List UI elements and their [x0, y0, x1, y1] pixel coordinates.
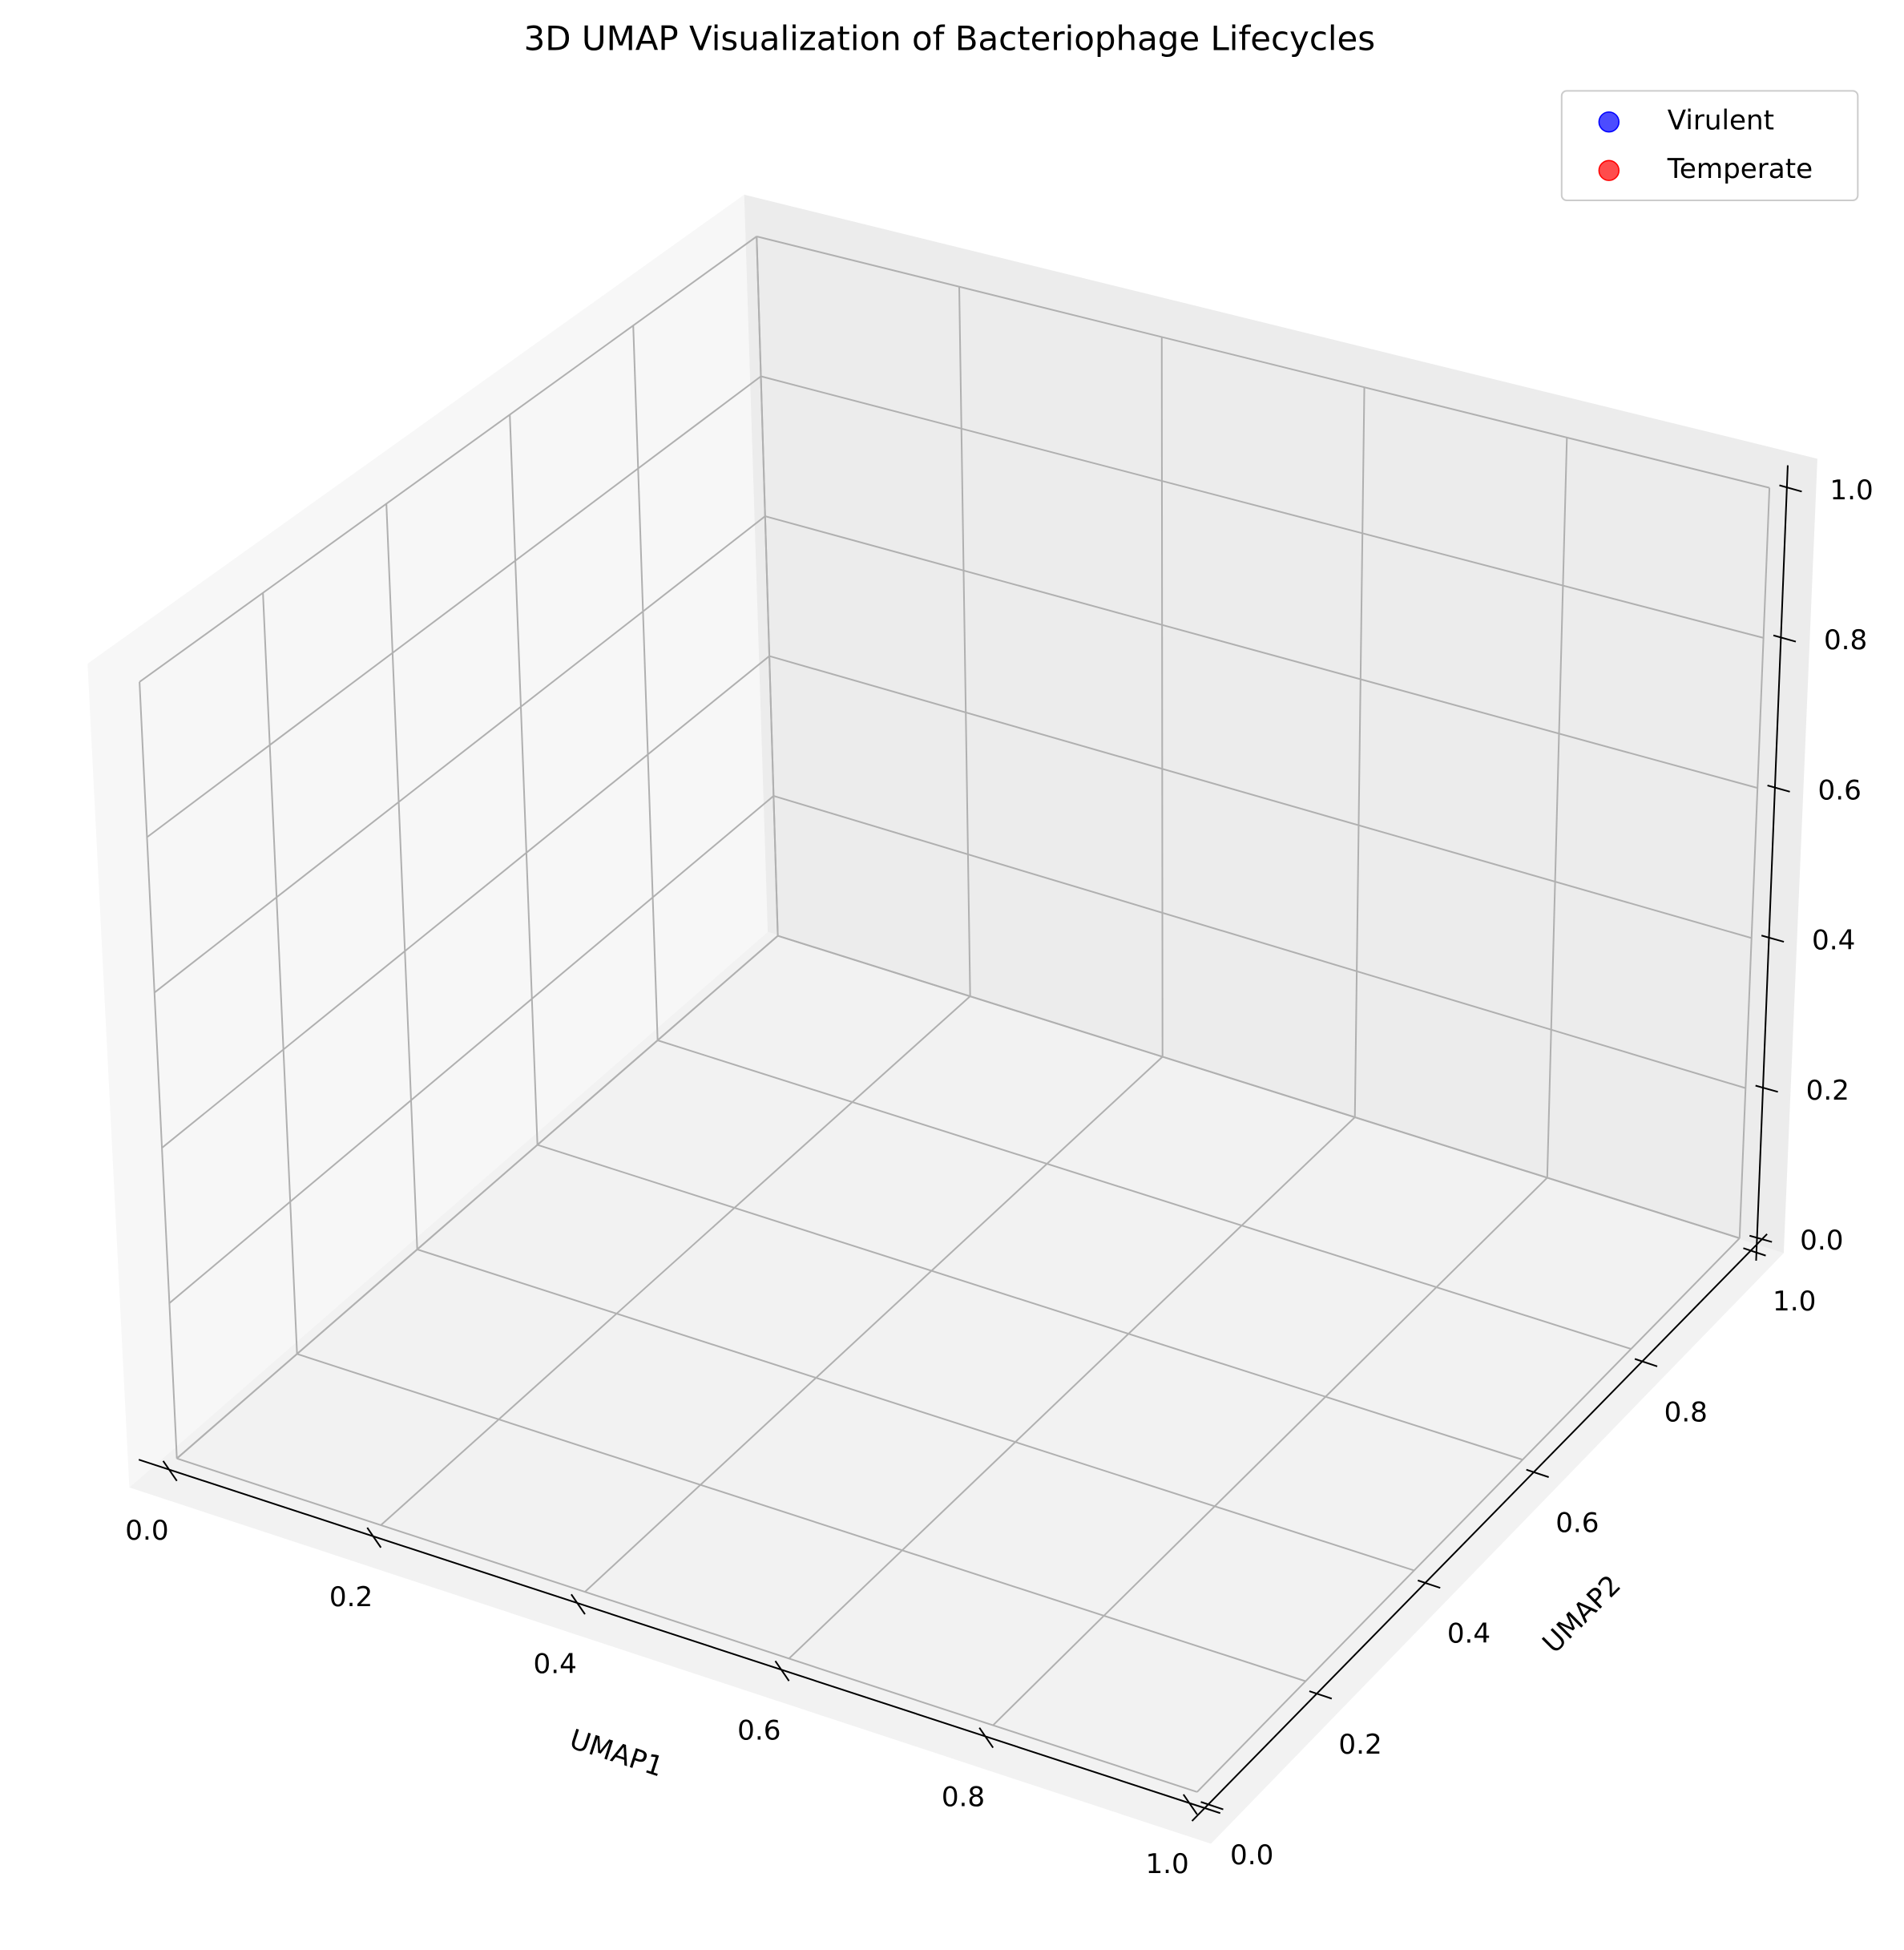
grid-line: [176, 935, 779, 1459]
tick-mark: [1526, 1468, 1549, 1478]
grid-line: [146, 375, 762, 838]
x-axis-line: [138, 1459, 1221, 1815]
legend-label: Temperate: [1667, 153, 1813, 185]
panes: [87, 194, 1817, 1844]
grid-line: [296, 1353, 1306, 1682]
grid-line: [537, 1144, 1523, 1461]
tick-label: 0.8: [942, 1782, 985, 1814]
legend-marker: [1598, 111, 1620, 133]
back-pane: [744, 194, 1817, 1254]
tick-label: 0.2: [1338, 1729, 1382, 1761]
tick-label: 1.0: [1145, 1848, 1188, 1880]
grid-line: [657, 1040, 1632, 1350]
tick-label: 0.6: [1555, 1507, 1599, 1539]
tick-mark: [1200, 1801, 1224, 1811]
grid-line: [756, 236, 779, 936]
chart-title: 3D UMAP Visualization of Bacteriophage L…: [524, 19, 1375, 59]
tick-label: 0.4: [1812, 925, 1855, 957]
grid-line: [380, 995, 971, 1526]
tick-label: 0.6: [1818, 774, 1862, 806]
legend-label: Virulent: [1668, 105, 1774, 137]
grid-line: [632, 325, 659, 1041]
tick-mark: [1182, 1794, 1198, 1815]
x-axis-label: UMAP1: [566, 1723, 668, 1783]
grid-line: [139, 236, 757, 683]
tick-mark: [1755, 1084, 1778, 1093]
grid-line: [1738, 487, 1771, 1238]
z-axis-line: [1755, 465, 1789, 1262]
grid-line: [764, 515, 1758, 789]
grid-line: [768, 655, 1753, 939]
grid: [139, 236, 1771, 1793]
grid-line: [161, 655, 770, 1149]
grid-line: [777, 935, 1741, 1239]
legend: Virulent Temperate: [1560, 90, 1859, 201]
tick-mark: [571, 1593, 586, 1615]
grid-line: [756, 236, 1770, 489]
tick-label: 1.0: [1773, 1286, 1816, 1318]
grid-line: [584, 1056, 1164, 1593]
tick-mark: [1749, 1234, 1773, 1243]
y-axis-line: [1191, 1233, 1768, 1822]
grid-line: [139, 681, 178, 1459]
grid-line: [958, 286, 971, 997]
legend-frame: [1560, 90, 1859, 201]
tick-mark: [1767, 785, 1790, 793]
tick-label: 0.4: [1447, 1618, 1491, 1650]
tick-mark: [162, 1460, 178, 1482]
axes: 0.0 0.2 0.4 0.6 0.8 1.0 0.0 0.2 0.4 0.6 0.8 1.0 0.0 0…: [125, 465, 1874, 1880]
tick-mark: [1634, 1358, 1658, 1367]
tick-mark: [978, 1727, 994, 1749]
grid-line: [788, 1116, 1356, 1660]
tick-label: 0.8: [1824, 624, 1867, 656]
grid-line: [385, 503, 418, 1250]
grid-line: [1353, 387, 1365, 1117]
z-axis-label: UMAP3: [1899, 810, 1904, 906]
tick-mark: [366, 1527, 382, 1548]
tick-mark: [1779, 484, 1802, 493]
grid-line: [262, 592, 298, 1355]
tick-mark: [1309, 1690, 1333, 1700]
grid-line: [1196, 1237, 1741, 1793]
grid-line: [1160, 337, 1164, 1057]
tick-label: 0.8: [1664, 1396, 1708, 1428]
tick-label: 0.0: [125, 1515, 168, 1547]
y-axis-label: UMAP2: [1537, 1569, 1628, 1660]
grid-line: [168, 795, 774, 1304]
tick-mark: [1743, 1247, 1766, 1257]
tick-label: 0.2: [329, 1581, 373, 1613]
grid-line: [417, 1248, 1414, 1572]
tick-mark: [1417, 1579, 1441, 1589]
grid-line: [176, 1457, 1198, 1793]
tick-label: 0.2: [1806, 1075, 1850, 1107]
grid-line: [154, 515, 766, 994]
grid-line: [509, 414, 539, 1145]
legend-marker: [1598, 159, 1620, 181]
tick-label: 1.0: [1829, 474, 1873, 507]
tick-label: 0.4: [534, 1648, 577, 1680]
tick-label: 0.0: [1230, 1839, 1273, 1871]
grid-line: [760, 375, 1764, 639]
grid-line: [773, 795, 1746, 1089]
tick-mark: [1773, 634, 1797, 643]
tick-mark: [774, 1660, 790, 1682]
grid-line: [1546, 437, 1568, 1178]
grid-line: [992, 1177, 1548, 1726]
tick-label: 0.6: [737, 1714, 781, 1746]
tick-label: 0.0: [1800, 1225, 1843, 1257]
tick-mark: [1761, 935, 1785, 943]
left-pane: [87, 194, 768, 1488]
